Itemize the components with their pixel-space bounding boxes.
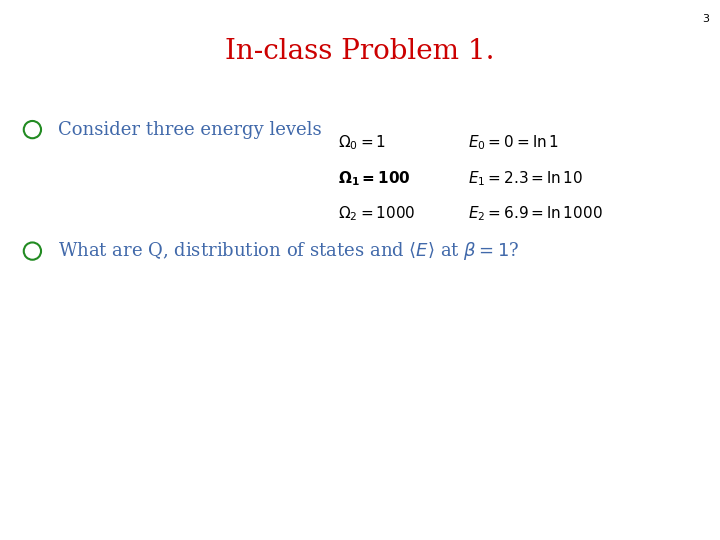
Text: $\mathbf{\Omega_1 = 100}$: $\mathbf{\Omega_1 = 100}$ (338, 169, 411, 187)
Text: $E_0 = 0 = \ln 1$: $E_0 = 0 = \ln 1$ (468, 134, 559, 152)
Text: In-class Problem 1.: In-class Problem 1. (225, 38, 495, 65)
Text: $\Omega_0 = 1$: $\Omega_0 = 1$ (338, 134, 387, 152)
Text: What are Q, distribution of states and $\langle E\rangle$ at $\beta = 1$?: What are Q, distribution of states and $… (58, 240, 519, 262)
Text: 3: 3 (702, 14, 709, 24)
Text: $\Omega_2 = 1000$: $\Omega_2 = 1000$ (338, 204, 416, 222)
Text: $E_2 = 6.9 = \ln 1000$: $E_2 = 6.9 = \ln 1000$ (468, 204, 603, 222)
Text: Consider three energy levels: Consider three energy levels (58, 120, 321, 139)
Text: $E_1 = 2.3 = \ln 10$: $E_1 = 2.3 = \ln 10$ (468, 169, 583, 187)
